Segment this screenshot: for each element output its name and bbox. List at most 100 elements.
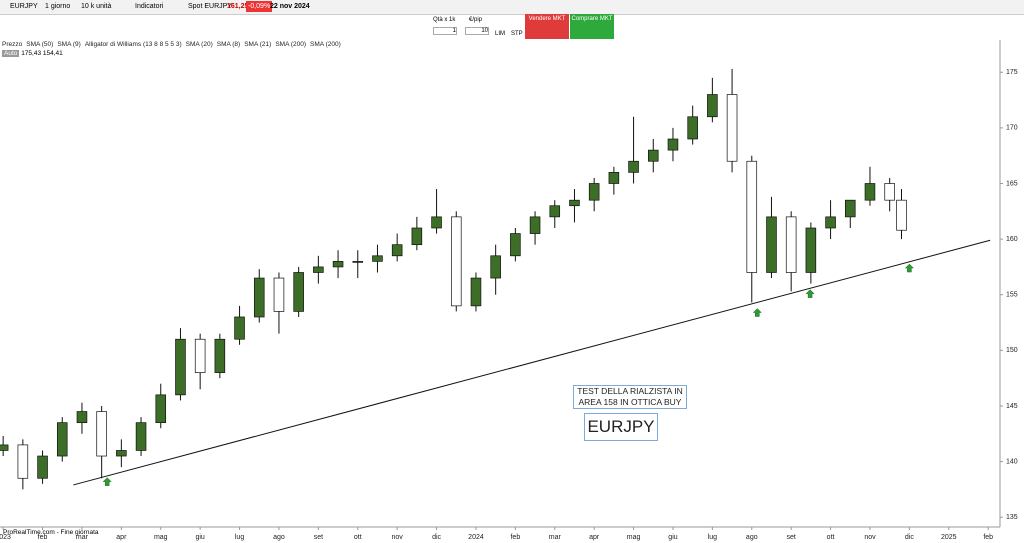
price: 161,25: [227, 3, 249, 10]
candle-body: [411, 227, 423, 246]
candle-body: [372, 255, 383, 262]
candle-body: [608, 172, 620, 184]
candle-body: [825, 216, 836, 229]
candle-body: [293, 272, 304, 312]
x-tick-label: feb: [983, 534, 993, 541]
scale-high: 175,43: [21, 50, 42, 57]
candle-body: [273, 277, 285, 312]
candle-body: [470, 277, 482, 307]
candle-body: [155, 394, 167, 424]
candle-body: [352, 261, 364, 263]
scale-mode: Auto: [2, 50, 20, 57]
x-tick-label: nov: [392, 534, 404, 541]
toolbar: EURJPY 1 giorno 10 k unità Indicatori Sp…: [0, 0, 1024, 15]
legend-item[interactable]: SMA (21): [244, 41, 272, 48]
legend-item[interactable]: SMA (9): [57, 41, 81, 48]
candle-body: [490, 255, 501, 279]
candle-body: [17, 444, 29, 479]
x-tick-label: apr: [589, 534, 600, 541]
x-tick-label: 2025: [941, 534, 957, 541]
x-tick-label: 2024: [468, 534, 484, 541]
lim[interactable]: LIM: [495, 31, 506, 37]
y-tick-label: 140: [1006, 458, 1018, 465]
buy-arrow: [904, 263, 914, 273]
candle-body: [785, 216, 797, 273]
x-tick-label: set: [314, 534, 323, 541]
date: 22 nov 2024: [270, 3, 310, 10]
candle-body: [529, 216, 541, 234]
y-tick-label: 160: [1006, 236, 1018, 243]
buy-arrow: [102, 477, 112, 486]
symbol[interactable]: EURJPY: [10, 3, 38, 10]
candle-body: [37, 455, 48, 479]
legend-item[interactable]: Alligator di Williams (13 8 8 5 5 3): [84, 41, 182, 48]
y-tick-label: 135: [1006, 514, 1018, 521]
x-tick-label: ott: [827, 534, 835, 541]
qty-label: Qtà x 1k: [433, 17, 456, 23]
x-tick-label: ago: [746, 534, 758, 541]
candle-body: [845, 199, 856, 218]
legend-item[interactable]: SMA (50): [26, 41, 54, 48]
y-tick-label: 145: [1006, 403, 1018, 410]
x-tick-label: feb: [510, 534, 520, 541]
x-tick-label: mag: [627, 534, 641, 541]
x-tick-label: nov: [864, 534, 876, 541]
candle-body: [313, 266, 324, 273]
candle-body: [214, 338, 226, 373]
x-tick-label: ago: [273, 534, 285, 541]
qty[interactable]: 1: [433, 27, 457, 35]
candle-body: [76, 411, 88, 424]
size[interactable]: 10 k unità: [81, 3, 112, 10]
candle-body: [332, 261, 344, 268]
sell-button[interactable]: Vendere MKT: [525, 14, 569, 39]
footer: ProRealTime.com - Fine giornata: [3, 529, 99, 536]
candle-body: [56, 422, 68, 457]
scale-info: Auto 175,43 154,41: [2, 50, 63, 57]
period[interactable]: 1 giorno: [45, 3, 71, 10]
legend: Prezzo SMA (50) SMA (9) Alligator di Willia…: [2, 41, 345, 48]
x-tick-label: mar: [76, 534, 89, 541]
y-tick-label: 175: [1006, 69, 1018, 76]
pip[interactable]: 10: [465, 27, 489, 35]
x-tick-label: lug: [708, 534, 717, 541]
y-tick-label: 170: [1006, 125, 1018, 132]
spot: Spot EURJPY: [188, 3, 232, 10]
candle-body: [431, 216, 442, 229]
candle-body: [194, 338, 206, 373]
x-tick-label: apr: [116, 534, 127, 541]
buy-arrow: [805, 289, 815, 298]
candle-body: [667, 138, 679, 151]
trendline: [73, 239, 991, 486]
candle-body: [510, 233, 521, 257]
candle-body: [135, 422, 147, 451]
x-tick-label: lug: [235, 534, 244, 541]
indicators[interactable]: Indicatori: [135, 3, 164, 10]
scale-low: 154,41: [42, 50, 63, 57]
x-tick-label: dic: [432, 534, 441, 541]
candle-body: [746, 160, 758, 273]
candle-body: [884, 183, 895, 201]
pip-label: €/pip: [469, 17, 483, 23]
legend-item[interactable]: SMA (20): [185, 41, 213, 48]
annotation: TEST DELLA RIALZISTA IN AREA 158 IN OTTI…: [573, 385, 687, 409]
candle-body: [766, 216, 777, 273]
legend-item[interactable]: SMA (200): [310, 41, 341, 48]
legend-item[interactable]: SMA (8): [216, 41, 241, 48]
candle-body: [0, 444, 9, 451]
legend-item[interactable]: SMA (200): [275, 41, 307, 48]
y-tick-label: 155: [1006, 292, 1018, 299]
y-tick-label: 150: [1006, 347, 1018, 354]
change: -0,09%: [246, 1, 273, 12]
candle-body: [588, 183, 600, 201]
candle-body: [450, 216, 462, 307]
candle-body: [234, 316, 245, 340]
x-tick-label: ott: [354, 534, 362, 541]
buy-button[interactable]: Comprare MKT: [570, 14, 614, 39]
candle-body: [864, 183, 876, 201]
stp[interactable]: STP: [511, 31, 523, 37]
x-tick-label: 2023: [0, 534, 11, 541]
trade-panel: Qtà x 1k 1 €/pip 10 LIM STP Vendere MKT …: [415, 14, 615, 40]
legend-item[interactable]: Prezzo: [2, 41, 23, 48]
candle-body: [549, 205, 561, 218]
